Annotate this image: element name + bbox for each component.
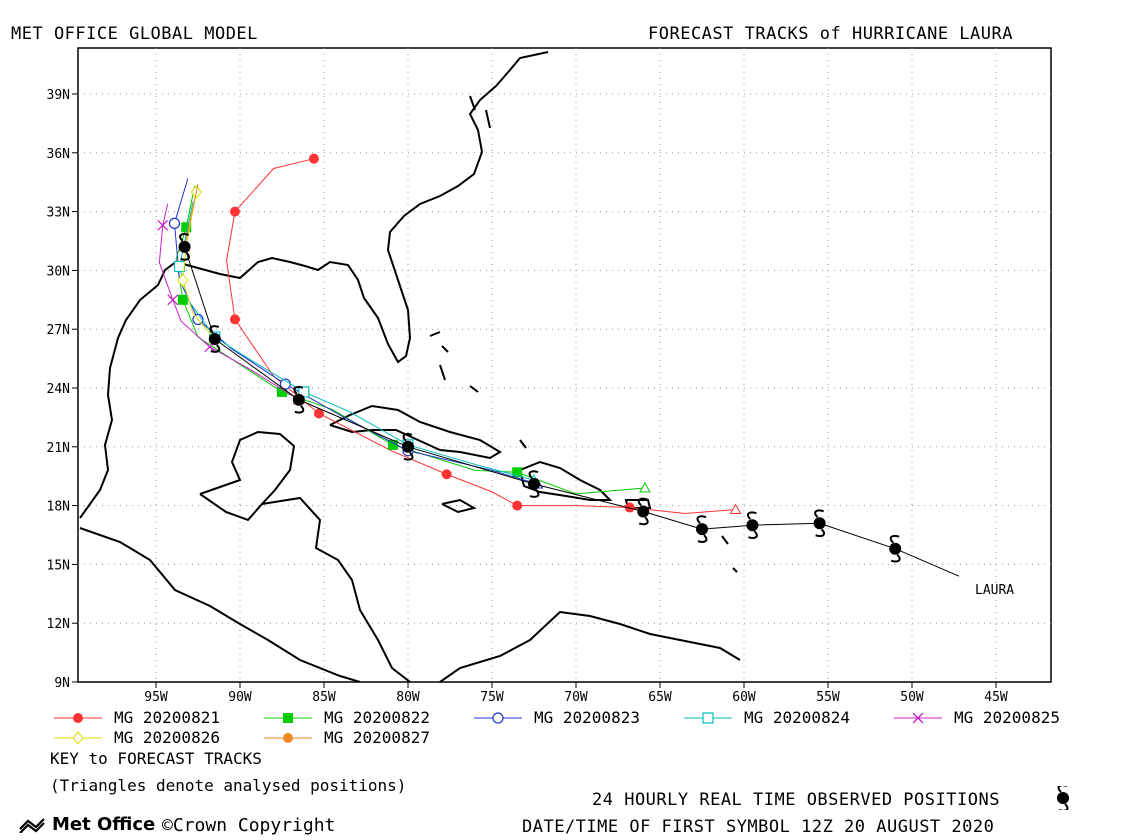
track-mg20200821	[226, 153, 742, 515]
lat-label: 21N	[47, 441, 70, 456]
legend-item: MG 20200826	[52, 728, 220, 747]
legend-item: MG 20200825	[892, 708, 1060, 727]
legend-swatch	[54, 730, 102, 745]
track-line	[173, 178, 538, 485]
lat-label: 27N	[47, 323, 70, 338]
lon-label: 80W	[396, 690, 420, 705]
track-point	[277, 386, 287, 397]
track-point	[283, 732, 293, 743]
met-office-logo: Met Office	[18, 814, 155, 835]
lon-label: 50W	[900, 690, 924, 705]
chart-title: FORECAST TRACKS of HURRICANE LAURA	[648, 24, 1013, 44]
legend-label: MG 20200824	[744, 708, 850, 727]
legend-label: MG 20200826	[114, 728, 220, 747]
legend-swatch	[54, 712, 102, 723]
lat-label: 15N	[47, 558, 70, 573]
legend-label: MG 20200822	[324, 708, 430, 727]
track-point	[912, 712, 924, 723]
observed-positions	[177, 233, 960, 577]
track-point	[729, 503, 742, 515]
met-office-logo-icon	[19, 817, 45, 833]
lat-label: 24N	[47, 382, 70, 397]
lat-label: 12N	[47, 617, 70, 632]
legend-item: MG 20200827	[262, 728, 430, 747]
track-line	[175, 186, 645, 495]
legend-item: MG 20200821	[52, 708, 220, 727]
lat-label: 18N	[47, 500, 70, 515]
lon-label: 60W	[732, 690, 756, 705]
graticule	[78, 48, 1051, 682]
legend-item: MG 20200822	[262, 708, 430, 727]
forecast-tracks	[157, 153, 742, 515]
track-point	[173, 260, 186, 273]
storm-label: LAURA	[975, 583, 1014, 598]
track-line	[184, 184, 199, 247]
legend-swatch	[894, 712, 942, 723]
track-point	[308, 153, 319, 164]
legend-swatch	[264, 732, 312, 743]
coastlines	[79, 51, 741, 682]
track-point	[441, 469, 452, 480]
lon-label: 90W	[228, 690, 252, 705]
track-point	[387, 439, 398, 450]
legend-label: MG 20200825	[954, 708, 1060, 727]
legend-swatch	[474, 711, 522, 724]
lon-label: 45W	[984, 690, 1008, 705]
legend-item: MG 20200823	[472, 708, 640, 727]
copyright: ©Crown Copyright	[162, 815, 336, 836]
axis-labels: 39N 36N 33N 30N 27N 24N 21N 18N 15N 12N 9N 95W 90W 85…	[47, 88, 1008, 705]
track-point	[492, 711, 504, 724]
key-title: KEY to FORECAST TRACKS	[50, 749, 262, 768]
track-point	[73, 712, 83, 723]
track-point	[157, 219, 169, 231]
legend-item: MG 20200824	[682, 708, 850, 727]
lat-label: 9N	[54, 676, 70, 691]
legend-swatch	[264, 712, 312, 723]
track-point	[639, 481, 651, 493]
track-line	[226, 158, 736, 514]
lat-label: 30N	[47, 264, 70, 279]
track-point	[512, 467, 523, 478]
track-point	[72, 730, 84, 745]
track-point	[283, 712, 293, 723]
track-point	[512, 500, 523, 511]
lon-label: 70W	[564, 690, 588, 705]
track-point	[313, 408, 324, 419]
observed-note: 24 HOURLY REAL TIME OBSERVED POSITIONS	[592, 790, 1000, 810]
legend-swatch	[684, 711, 732, 724]
track-point	[229, 314, 240, 325]
track-point	[181, 222, 192, 233]
track-point	[702, 711, 714, 724]
track-point	[168, 217, 181, 229]
track-point	[624, 502, 635, 513]
legend-label: MG 20200823	[534, 708, 640, 727]
logo-text: Met Office	[52, 814, 156, 835]
track-point	[167, 294, 179, 306]
lon-label: 75W	[480, 690, 504, 705]
track-point	[229, 206, 240, 217]
lon-label: 95W	[144, 690, 168, 705]
lat-label: 36N	[47, 147, 70, 162]
legend-label: MG 20200821	[114, 708, 220, 727]
lat-label: 39N	[47, 88, 70, 103]
lon-label: 85W	[312, 690, 336, 705]
key-note: (Triangles denote analysed positions)	[50, 776, 407, 795]
track-point	[177, 294, 188, 305]
lat-label: 33N	[47, 206, 70, 221]
track-mg20200822	[175, 186, 651, 495]
date-note: DATE/TIME OF FIRST SYMBOL 12Z 20 AUGUST …	[522, 817, 995, 837]
map-frame	[77, 47, 1052, 683]
track-line	[158, 203, 300, 401]
hurricane-symbol-icon	[1057, 786, 1069, 810]
lon-label: 55W	[816, 690, 840, 705]
legend-label: MG 20200827	[324, 728, 430, 747]
copyright-icon: ©	[162, 815, 173, 836]
track-point	[177, 273, 189, 287]
lon-label: 65W	[648, 690, 672, 705]
model-title: MET OFFICE GLOBAL MODEL	[11, 24, 258, 44]
